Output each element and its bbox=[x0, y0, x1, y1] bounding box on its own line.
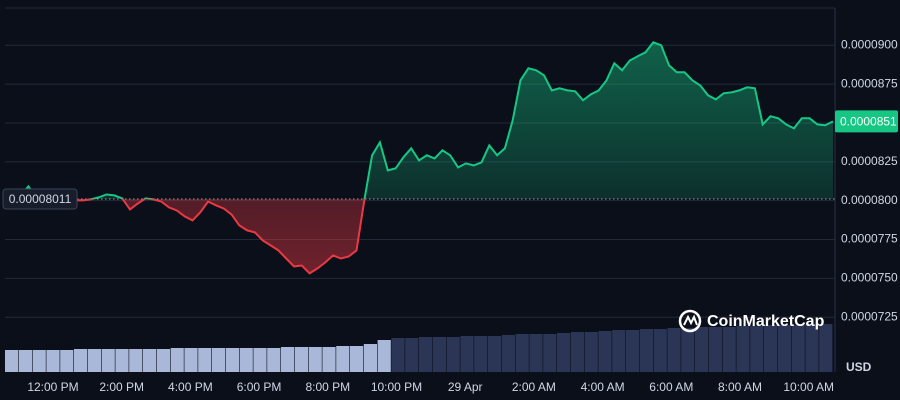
y-tick-label: 0.0000750 bbox=[841, 271, 898, 285]
watermark-text: CoinMarketCap bbox=[707, 313, 825, 330]
volume-bar bbox=[681, 328, 695, 372]
volume-bar bbox=[570, 332, 584, 372]
volume-bar bbox=[253, 348, 267, 372]
volume-bar bbox=[87, 349, 101, 372]
x-tick-label: 4:00 PM bbox=[168, 380, 213, 394]
logo-mark bbox=[683, 314, 698, 326]
volume-bar bbox=[460, 336, 474, 372]
y-tick-label: 0.0000775 bbox=[841, 232, 898, 246]
baseline-label: 0.00008011 bbox=[9, 192, 72, 206]
volume-bar bbox=[736, 326, 750, 372]
volume-bar bbox=[391, 338, 405, 372]
volume-bar bbox=[598, 331, 612, 372]
volume-bar bbox=[501, 335, 515, 372]
volume-bar bbox=[722, 327, 736, 372]
x-tick-label: 2:00 PM bbox=[99, 380, 144, 394]
volume-bar bbox=[322, 347, 336, 372]
y-tick-label: 0.0000800 bbox=[841, 193, 898, 207]
volume-bar bbox=[46, 350, 60, 372]
last-price-box bbox=[835, 110, 898, 133]
volume-bar bbox=[557, 333, 571, 372]
volume-bar bbox=[653, 329, 667, 372]
volume-bar bbox=[363, 344, 377, 372]
volume-bar bbox=[74, 349, 88, 372]
price-line-up bbox=[4, 41, 834, 199]
x-tick-label: 8:00 AM bbox=[718, 380, 762, 394]
volume-bar bbox=[405, 338, 419, 372]
volume-bar bbox=[474, 336, 488, 372]
volume-bar bbox=[612, 330, 626, 372]
volume-bar bbox=[805, 324, 819, 372]
volume bbox=[5, 324, 833, 372]
watermark: CoinMarketCap bbox=[678, 309, 825, 333]
volume-bar bbox=[294, 347, 308, 372]
volume-bar bbox=[419, 337, 433, 372]
volume-bar bbox=[198, 348, 212, 372]
x-tick-label: 6:00 PM bbox=[237, 380, 282, 394]
volume-bar bbox=[708, 327, 722, 372]
axes: 0.0000725 0.0000750 0.0000775 0.0000800 0.00… bbox=[27, 37, 898, 394]
plot: 0.00008011 bbox=[2, 41, 835, 275]
volume-bar bbox=[695, 327, 709, 372]
volume-bar bbox=[170, 348, 184, 372]
x-tick-label: 6:00 AM bbox=[649, 380, 693, 394]
volume-bar bbox=[667, 328, 681, 372]
volume-bar bbox=[819, 324, 833, 372]
x-tick-label: 10:00 PM bbox=[371, 380, 422, 394]
logo bbox=[678, 309, 702, 333]
y-tick-label: 0.0000875 bbox=[841, 76, 898, 90]
volume-bar bbox=[212, 348, 226, 372]
volume-bar bbox=[777, 325, 791, 372]
volume-bar bbox=[239, 348, 253, 372]
volume-bar bbox=[115, 349, 129, 372]
volume-bar bbox=[750, 326, 764, 372]
volume-bar bbox=[488, 336, 502, 372]
volume-bar bbox=[584, 332, 598, 372]
baseline-label-box bbox=[2, 188, 78, 210]
x-tick-label: 10:00 AM bbox=[783, 380, 834, 394]
volume-bar bbox=[432, 337, 446, 372]
last-price-label: 0.0000851 bbox=[840, 115, 897, 129]
y-tick-label: 0.0000725 bbox=[841, 309, 898, 323]
volume-bar bbox=[764, 325, 778, 372]
x-tick-label: 29 Apr bbox=[448, 380, 483, 394]
volume-bar bbox=[626, 330, 640, 372]
volume-bar bbox=[281, 347, 295, 372]
volume-bar bbox=[515, 334, 529, 372]
volume-bar bbox=[101, 349, 115, 372]
x-tick-label: 2:00 AM bbox=[512, 380, 556, 394]
volume-bar bbox=[308, 347, 322, 372]
x-tick-label: 12:00 PM bbox=[27, 380, 78, 394]
volume-bar bbox=[184, 348, 198, 372]
volume-bar bbox=[377, 340, 391, 372]
volume-bar bbox=[791, 325, 805, 372]
y-tick-label: 0.0000900 bbox=[841, 37, 898, 51]
volume-bar bbox=[225, 348, 239, 372]
volume-bar bbox=[18, 350, 32, 372]
volume-bar bbox=[5, 350, 19, 372]
volume-bar bbox=[639, 329, 653, 372]
volume-bar bbox=[60, 350, 74, 372]
y-tick-label: 0.0000825 bbox=[841, 154, 898, 168]
volume-bar bbox=[267, 348, 281, 372]
area-up bbox=[5, 42, 833, 199]
volume-bar bbox=[529, 334, 543, 372]
x-tick-label: 4:00 AM bbox=[581, 380, 625, 394]
price-line-down bbox=[38, 198, 366, 275]
volume-bar bbox=[543, 334, 557, 372]
volume-bar bbox=[350, 346, 364, 372]
x-tick-label: 8:00 PM bbox=[305, 380, 350, 394]
volume-bar bbox=[129, 349, 143, 372]
volume-bar bbox=[143, 349, 157, 372]
currency: USD bbox=[846, 360, 872, 374]
volume-bar bbox=[446, 337, 460, 372]
volume-bar bbox=[32, 350, 46, 372]
volume-bar bbox=[156, 349, 170, 372]
volume-bar bbox=[336, 346, 350, 372]
